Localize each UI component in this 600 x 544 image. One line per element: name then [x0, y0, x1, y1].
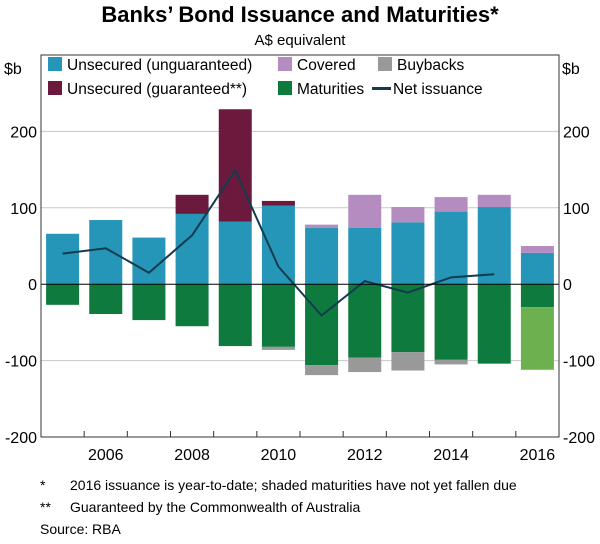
legend-swatch-unsecured-unguaranteed- — [48, 57, 62, 71]
bar-unsecured-guaranteed--2008 — [176, 195, 209, 214]
legend-label-unsecured-unguaranteed-: Unsecured (unguaranteed) — [67, 57, 252, 74]
bar-buybacks-2011 — [305, 365, 338, 375]
bar-maturities-2009 — [219, 284, 252, 346]
y-tick-label-left: 0 — [28, 277, 37, 294]
bar-covered-2013 — [391, 207, 424, 222]
bar-covered-2014 — [435, 197, 468, 212]
x-tick-label: 2006 — [88, 447, 124, 464]
legend-swatch-covered — [278, 57, 292, 71]
legend-swatch-unsecured-guaranteed- — [48, 81, 62, 95]
footnotes: * 2016 issuance is year-to-date; shaded m… — [40, 477, 517, 537]
bar-unsecured-unguaranteed--2008 — [176, 214, 209, 284]
bar-maturities-2011 — [305, 284, 338, 365]
bar-maturities-2015 — [478, 284, 511, 363]
bar-unsecured-unguaranteed--2011 — [305, 228, 338, 285]
bar-covered-2012 — [348, 195, 381, 228]
bar-buybacks-2014 — [435, 360, 468, 365]
legend-swatch-net-issuance — [372, 87, 391, 90]
bar-buybacks-2013 — [391, 352, 424, 370]
bar-unsecured-unguaranteed--2016 — [521, 253, 554, 284]
legend: Unsecured (unguaranteed) Covered Buybacks U… — [48, 57, 483, 98]
bar-unsecured-guaranteed--2009 — [219, 109, 252, 221]
x-tick-label: 2012 — [347, 447, 383, 464]
y-axis-label-left: $b — [4, 61, 22, 78]
y-tick-label-left: 100 — [10, 201, 37, 218]
x-tick-label: 2008 — [174, 447, 210, 464]
chart-subtitle: A$ equivalent — [255, 32, 347, 49]
bar-unsecured-unguaranteed--2009 — [219, 222, 252, 285]
bar-maturities-2007 — [132, 284, 165, 320]
y-tick-label-left: -200 — [5, 430, 37, 447]
footnote-text: Guaranteed by the Commonwealth of Austra… — [70, 499, 360, 515]
legend-swatch-buybacks — [378, 57, 392, 71]
legend-label-covered: Covered — [297, 57, 356, 74]
legend-label-maturities: Maturities — [297, 81, 364, 98]
bar-unsecured-guaranteed--2010 — [262, 201, 295, 206]
bar-unsecured-unguaranteed--2012 — [348, 228, 381, 285]
y-tick-label-right: -200 — [563, 430, 595, 447]
x-tick-label: 2014 — [433, 447, 469, 464]
y-tick-label-left: -100 — [5, 354, 37, 371]
bar-unsecured-unguaranteed--2010 — [262, 206, 295, 285]
y-tick-label-right: 200 — [563, 124, 590, 141]
bar-unsecured-unguaranteed--2014 — [435, 212, 468, 285]
y-tick-label-right: -100 — [563, 354, 595, 371]
y-tick-label-right: 0 — [563, 277, 572, 294]
bar-maturities-2010 — [262, 284, 295, 347]
legend-label-unsecured-guaranteed-: Unsecured (guaranteed**) — [67, 81, 247, 98]
bar-maturities-2013 — [391, 284, 424, 352]
bar-maturities-2006 — [89, 284, 122, 314]
y-axis-label-right: $b — [562, 61, 580, 78]
bar-maturities-shaded-2016 — [521, 307, 554, 370]
bar-buybacks-2010 — [262, 347, 295, 350]
legend-swatch-maturities — [278, 81, 292, 95]
legend-label-buybacks: Buybacks — [397, 57, 464, 74]
bar-covered-2015 — [478, 195, 511, 207]
bar-maturities-2016 — [521, 284, 554, 307]
footnote-mark: Source: — [40, 521, 88, 537]
footnote-text: 2016 issuance is year-to-date; shaded ma… — [70, 477, 517, 493]
bar-unsecured-unguaranteed--2015 — [478, 207, 511, 284]
x-tick-label: 2010 — [261, 447, 297, 464]
bar-buybacks-2012 — [348, 358, 381, 373]
bar-maturities-2008 — [176, 284, 209, 326]
bar-maturities-2005 — [46, 284, 79, 305]
bar-covered-2011 — [305, 225, 338, 228]
footnote-mark: ** — [40, 499, 51, 515]
chart-title: Banks’ Bond Issuance and Maturities* — [101, 2, 499, 27]
bar-unsecured-unguaranteed--2005 — [46, 234, 79, 284]
y-tick-label-left: 200 — [10, 124, 37, 141]
bar-unsecured-unguaranteed--2007 — [132, 238, 165, 285]
legend-label-net-issuance: Net issuance — [393, 81, 483, 98]
bar-maturities-2012 — [348, 284, 381, 357]
y-tick-label-right: 100 — [563, 201, 590, 218]
x-tick-label: 2016 — [520, 447, 556, 464]
bar-unsecured-unguaranteed--2006 — [89, 220, 122, 284]
bar-maturities-2014 — [435, 284, 468, 360]
bar-unsecured-unguaranteed--2013 — [391, 222, 424, 284]
bar-covered-2016 — [521, 246, 554, 253]
footnote-text: RBA — [92, 521, 121, 537]
footnote-mark: * — [40, 477, 46, 493]
